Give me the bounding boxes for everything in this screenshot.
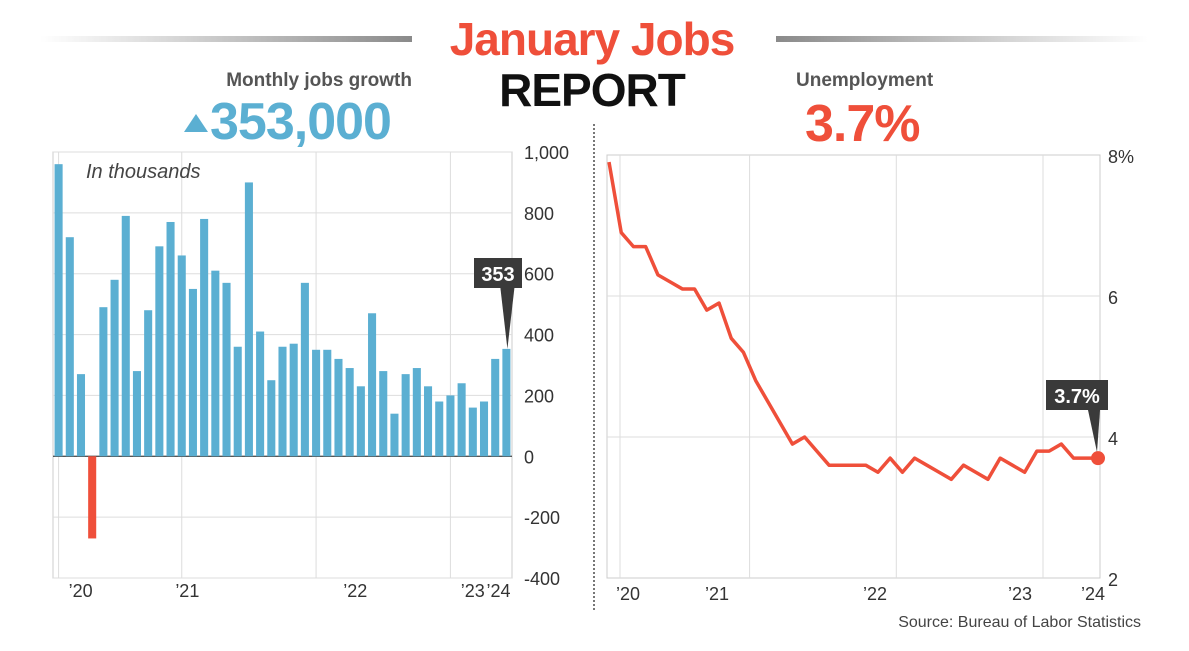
jobs-bar	[446, 395, 455, 457]
jobs-y-tick-label: 800	[524, 204, 554, 224]
unemployment-label: Unemployment	[796, 70, 934, 91]
jobs-bar	[356, 386, 365, 457]
unemp-last-point	[1091, 451, 1105, 466]
unemp-x-tick-label: ’21	[705, 584, 729, 604]
unemp-x-tick-label: ’22	[863, 584, 887, 604]
source-note: Source: Bureau of Labor Statistics	[898, 614, 1141, 631]
jobs-bar	[379, 371, 388, 457]
jobs-y-tick-label: 200	[524, 386, 554, 406]
jobs-bar	[278, 346, 287, 457]
jobs-bar	[401, 374, 410, 457]
jobs-bar	[222, 282, 231, 457]
unemp-callout-box	[1046, 380, 1108, 410]
jobs-x-tick-label: ’21	[175, 581, 199, 601]
jobs-bar	[267, 380, 276, 457]
jobs-bar	[166, 221, 175, 457]
jobs-bar	[110, 279, 119, 457]
jobs-bar	[300, 282, 309, 457]
jobs-bar	[244, 182, 253, 457]
jobs-x-tick-label: ’23	[461, 581, 485, 601]
jobs-y-tick-label: -400	[524, 569, 560, 589]
unemp-y-tick-label: 4	[1108, 429, 1118, 449]
unemp-y-tick-label: 6	[1108, 288, 1118, 308]
unemp-x-tick-label: ’24	[1081, 584, 1105, 604]
unemp-x-tick-label: ’23	[1008, 584, 1032, 604]
jobs-growth-value: 353,000	[210, 93, 392, 151]
jobs-y-tick-label: 400	[524, 326, 554, 346]
jobs-y-tick-label: 600	[524, 265, 554, 285]
unemployment-value: 3.7%	[805, 95, 921, 153]
jobs-bar	[368, 313, 377, 457]
jobs-bar	[155, 246, 164, 457]
jobs-bar	[76, 374, 86, 457]
unemp-y-tick-label: 8%	[1108, 147, 1134, 167]
jobs-bar	[457, 383, 466, 457]
jobs-bar	[188, 288, 197, 457]
jobs-bar	[424, 386, 433, 457]
unemp-y-tick-label: 2	[1108, 570, 1118, 590]
jobs-bar	[491, 358, 500, 457]
triangle-up-icon	[184, 114, 208, 132]
jobs-x-tick-label: ’22	[343, 581, 367, 601]
jobs-bar	[65, 237, 74, 457]
unemp-callout-pointer	[1088, 410, 1100, 453]
jobs-x-tick-label: ’24	[487, 581, 511, 601]
jobs-bar	[435, 401, 444, 457]
jobs-bar	[479, 401, 489, 457]
jobs-bar	[144, 310, 153, 457]
jobs-callout-pointer	[500, 288, 515, 349]
panel-divider	[593, 124, 595, 610]
jobs-bar	[323, 349, 332, 457]
report-title-line1: January Jobs	[449, 13, 736, 65]
jobs-unit-annotation: In thousands	[86, 161, 201, 183]
jobs-y-tick-label: -200	[524, 508, 560, 528]
jobs-bar	[502, 348, 511, 457]
unemp-plot-frame	[606, 154, 1101, 579]
jobs-bar	[345, 368, 354, 457]
jobs-callout-label: 353	[481, 264, 514, 286]
report-title-line2: REPORT	[499, 64, 686, 116]
jobs-bar	[233, 346, 242, 457]
jobs-bar	[54, 164, 63, 457]
jobs-bar	[177, 255, 186, 457]
jobs-callout-box	[474, 258, 522, 288]
jobs-bar	[390, 413, 399, 457]
jobs-y-tick-label: 0	[524, 447, 534, 467]
jobs-y-tick-label: 1,000	[524, 143, 569, 163]
unemp-callout-label: 3.7%	[1054, 386, 1100, 408]
jobs-growth-label: Monthly jobs growth	[226, 70, 412, 91]
jobs-bar	[132, 371, 141, 457]
unemp-line-series	[607, 161, 1098, 482]
jobs-bar	[211, 270, 220, 457]
header-rule-right	[776, 36, 1148, 42]
jobs-bar	[88, 456, 97, 539]
jobs-bar	[121, 215, 130, 457]
jobs-bar	[99, 307, 108, 457]
jobs-bar	[468, 407, 477, 457]
jobs-bar	[334, 358, 343, 457]
jobs-bar	[289, 343, 298, 457]
jobs-bar	[412, 368, 421, 457]
jobs-x-tick-label: ’20	[69, 581, 93, 601]
jobs-bar	[312, 349, 321, 457]
header-rule-left	[40, 36, 412, 42]
jobs-bar	[200, 218, 209, 457]
unemp-x-tick-label: ’20	[616, 584, 640, 604]
jobs-bar	[256, 331, 265, 457]
